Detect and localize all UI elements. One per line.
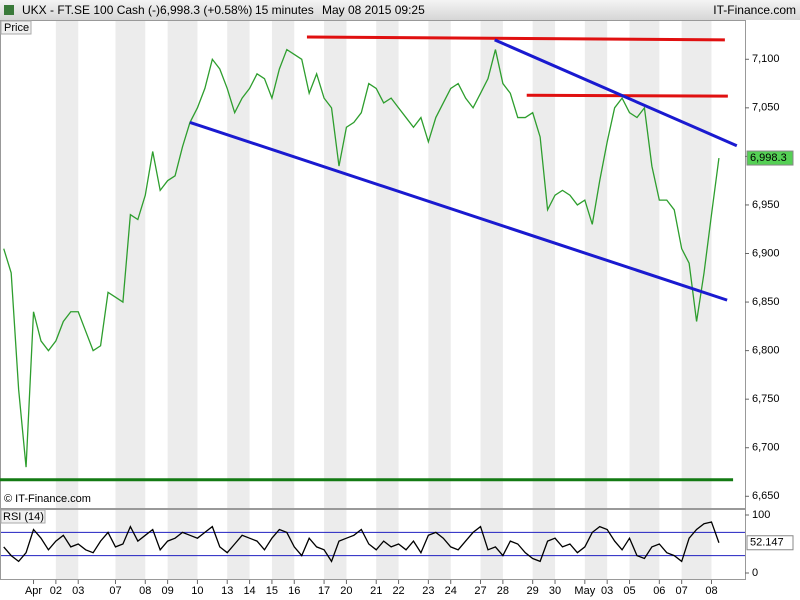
day-stripe [480,21,503,579]
x-tick-label: 28 [497,585,509,597]
datetime: May 08 2015 09:25 [322,3,425,17]
last-value-label: 6,998.3 [750,152,787,164]
day-stripe [167,21,198,579]
x-tick-label: 06 [653,585,665,597]
trendline [526,93,728,98]
x-tick-label: 07 [109,585,121,597]
x-tick-label: 09 [162,585,174,597]
price-label: Price [4,22,29,34]
day-stripe [584,21,608,579]
y-tick-label: 100 [752,509,770,521]
x-tick-label: 13 [221,585,233,597]
day-stripe [324,21,347,579]
brand: IT-Finance.com [713,3,796,17]
y-tick-label: 6,950 [752,199,780,211]
y-tick-label: 6,750 [752,393,780,405]
symbol: UKX - FT.SE 100 Cash (-) [22,3,160,17]
x-tick-label: 15 [266,585,278,597]
day-stripe [227,21,250,579]
x-tick-label: 30 [549,585,561,597]
y-tick-label: 7,100 [752,53,780,65]
day-stripe [376,21,399,579]
trendline [494,38,738,148]
x-tick-label: 17 [318,585,330,597]
y-tick-label: 6,900 [752,247,780,259]
copyright: © IT-Finance.com [4,493,91,505]
y-tick-label: 6,700 [752,442,780,454]
last-value-label: 52.147 [750,537,784,549]
y-tick-label: 7,050 [752,102,780,114]
y-tick-label: 6,850 [752,296,780,308]
x-tick-label: 08 [139,585,151,597]
x-tick-label: 14 [243,585,255,597]
day-stripe [55,21,79,579]
day-stripe [629,21,660,579]
x-tick-label: 03 [601,585,613,597]
y-tick-label: 6,800 [752,345,780,357]
trendline [189,120,728,302]
x-tick-label: 29 [527,585,539,597]
price-label-box [0,20,32,35]
day-stripe [532,21,556,579]
rsi-frame [0,509,746,580]
x-tick-label: 08 [705,585,717,597]
rsi-label-box [0,509,46,524]
x-tick-label: 24 [445,585,457,597]
y-tick-label: 6,650 [752,490,780,502]
x-tick-label: 02 [50,585,62,597]
x-tick-label: 10 [191,585,203,597]
x-tick-label: 22 [392,585,404,597]
x-tick-label: 03 [72,585,84,597]
interval: 15 minutes [255,3,314,17]
x-tick-label: 07 [676,585,688,597]
last-value-box [746,535,794,551]
x-tick-label: 21 [370,585,382,597]
day-stripe [271,21,295,579]
header: UKX - FT.SE 100 Cash (-) 6,998.3 (+0.58%… [22,3,796,17]
y-tick-label: 0 [752,567,758,579]
last-value-box [746,150,794,166]
series-line [3,48,720,468]
quote: 6,998.3 (+0.58%) [160,3,252,17]
x-tick-label: 27 [474,585,486,597]
x-tick-label: 23 [422,585,434,597]
x-tick-label: 16 [288,585,300,597]
trendline [306,35,725,42]
day-stripe [681,21,712,579]
x-tick-label: May [574,585,595,597]
rsi-label: RSI (14) [3,511,44,523]
x-tick-label: 20 [340,585,352,597]
header-bar [0,0,800,20]
x-tick-label: Apr [25,585,42,597]
x-tick-label: 05 [623,585,635,597]
series-line [3,521,720,563]
price-frame [0,20,746,509]
header-icon [4,5,14,15]
day-stripe [428,21,451,579]
